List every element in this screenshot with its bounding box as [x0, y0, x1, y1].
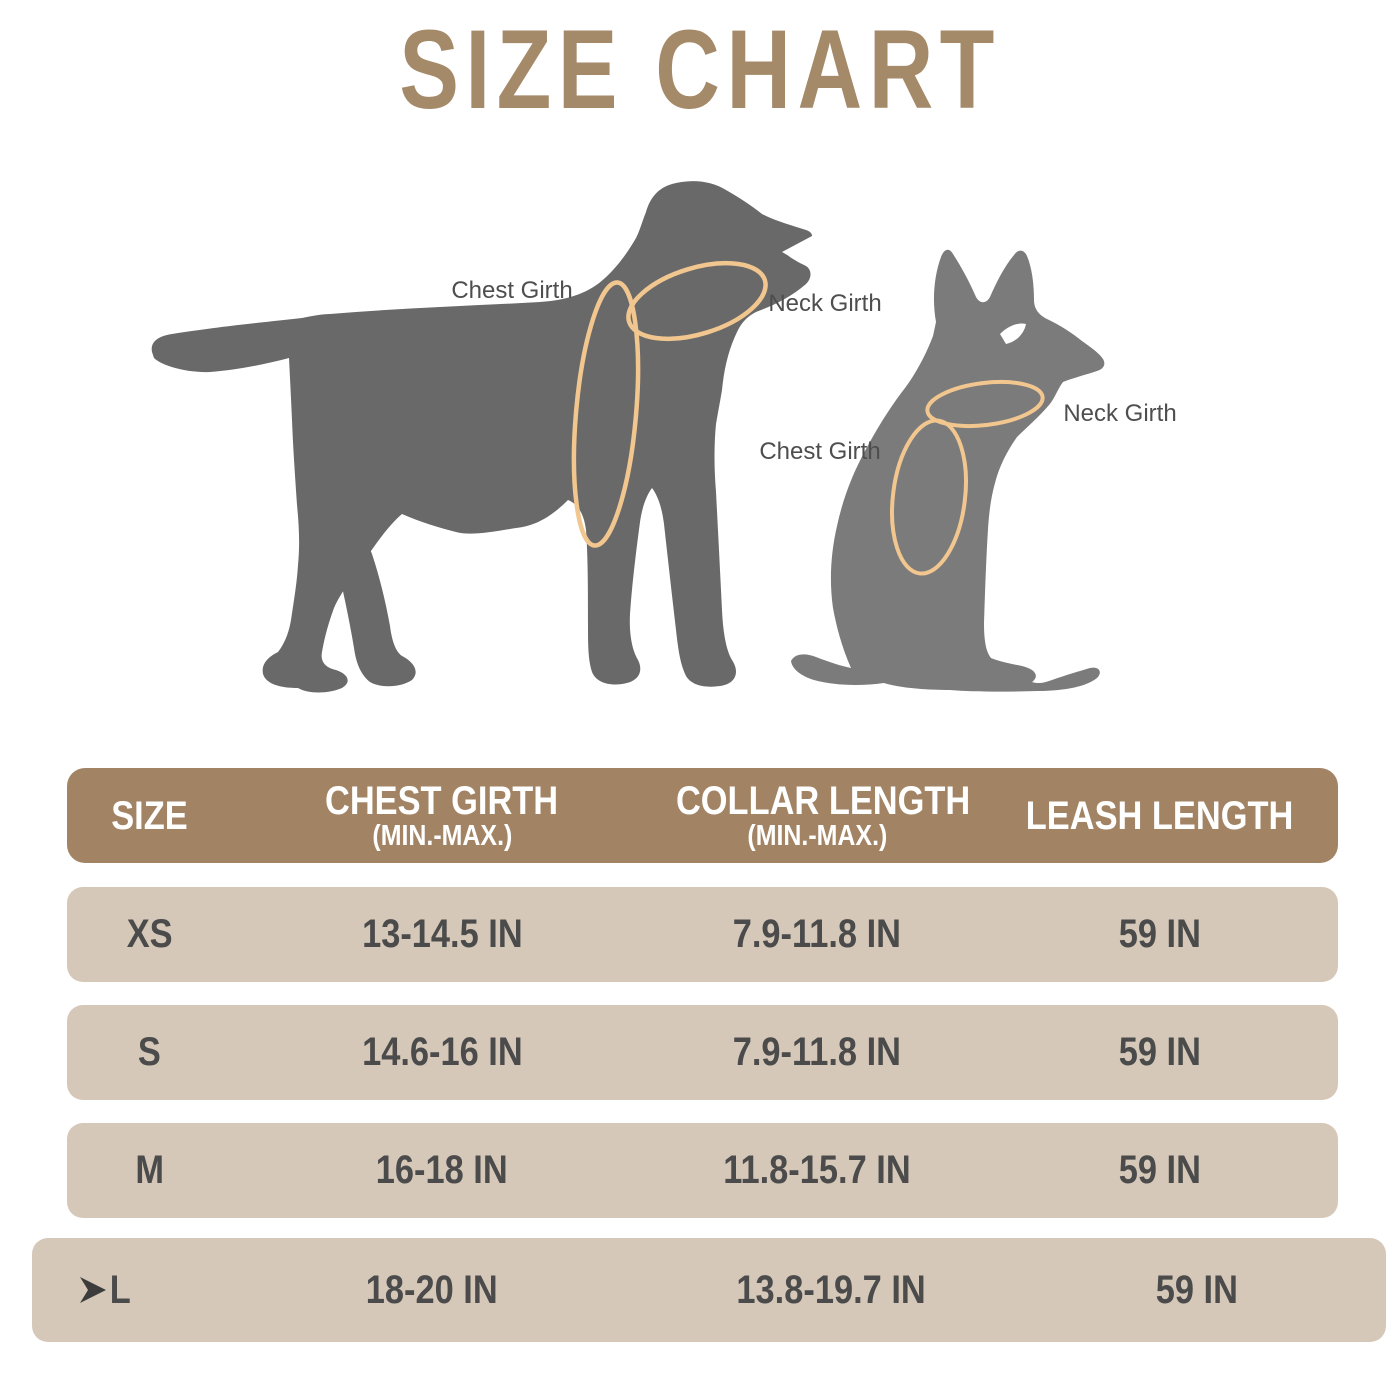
neck-girth-label-small: Neck Girth [1063, 400, 1177, 427]
header-chest-label: CHEST GIRTH [325, 779, 559, 823]
dog-large-mouth-notch [782, 236, 814, 268]
header-size-label: SIZE [111, 793, 188, 838]
header-leash-col: LEASH LENGTH [982, 795, 1338, 837]
dog-small-silhouette [791, 249, 1105, 692]
size-value: XS [126, 912, 173, 956]
header-chest-col: CHEST GIRTH (MIN.-MAX.) [232, 780, 651, 851]
chest-girth-value: 13-14.5 IN [361, 912, 523, 956]
leash-length-value: 59 IN [1118, 1148, 1202, 1192]
size-value: L [109, 1267, 131, 1312]
leash-length-value: 59 IN [1155, 1267, 1238, 1312]
collar-length-value: 7.9-11.8 IN [732, 1030, 902, 1074]
size-value: M [135, 1148, 164, 1192]
dog-large-hind-leg [331, 516, 416, 687]
page-title-wrap: SIZE CHART [0, 14, 1400, 126]
selected-row-arrow-icon [80, 1277, 106, 1303]
collar-length-value: 13.8-19.7 IN [736, 1267, 926, 1312]
chest-girth-value: 16-18 IN [375, 1148, 508, 1192]
header-collar-label: COLLAR LENGTH [675, 779, 970, 823]
collar-length-value: 7.9-11.8 IN [732, 912, 902, 956]
dog-small-eye-notch [1000, 323, 1026, 344]
chest-girth-ring-large [571, 280, 641, 548]
collar-length-value: 11.8-15.7 IN [723, 1148, 911, 1192]
table-row-m: M 16-18 IN 11.8-15.7 IN 59 IN [67, 1123, 1338, 1218]
dog-silhouettes-graphic [151, 181, 1105, 693]
header-leash-label: LEASH LENGTH [1026, 793, 1294, 838]
page-title: SIZE CHART [399, 7, 1001, 132]
chest-girth-value: 18-20 IN [365, 1267, 498, 1312]
header-collar-subline: (MIN.-MAX.) [746, 820, 887, 852]
neck-girth-label-large: Neck Girth [768, 290, 882, 317]
header-chest-subline: (MIN.-MAX.) [371, 820, 512, 852]
table-row-s: S 14.6-16 IN 7.9-11.8 IN 59 IN [67, 1005, 1338, 1100]
leash-length-value: 59 IN [1118, 1030, 1202, 1074]
table-row-xs: XS 13-14.5 IN 7.9-11.8 IN 59 IN [67, 887, 1338, 982]
size-value: S [138, 1030, 162, 1074]
chest-girth-value: 14.6-16 IN [361, 1030, 523, 1074]
header-size-col: SIZE [67, 795, 232, 837]
leash-length-value: 59 IN [1118, 912, 1202, 956]
chest-girth-ring-small [890, 418, 968, 576]
chest-girth-label-small: Chest Girth [759, 438, 881, 465]
table-row-l-selected: L 18-20 IN 13.8-19.7 IN 59 IN [32, 1238, 1386, 1342]
neck-girth-ring-small [925, 379, 1045, 429]
neck-girth-ring-large [626, 260, 768, 342]
measurement-diagram: Chest Girth Neck Girth Neck Girth Chest … [0, 140, 1400, 720]
header-collar-col: COLLAR LENGTH (MIN.-MAX.) [652, 780, 982, 851]
table-header-row: SIZE CHEST GIRTH (MIN.-MAX.) COLLAR LENG… [67, 768, 1338, 863]
dog-large-silhouette [151, 181, 813, 693]
chest-girth-label-large: Chest Girth [451, 277, 573, 304]
